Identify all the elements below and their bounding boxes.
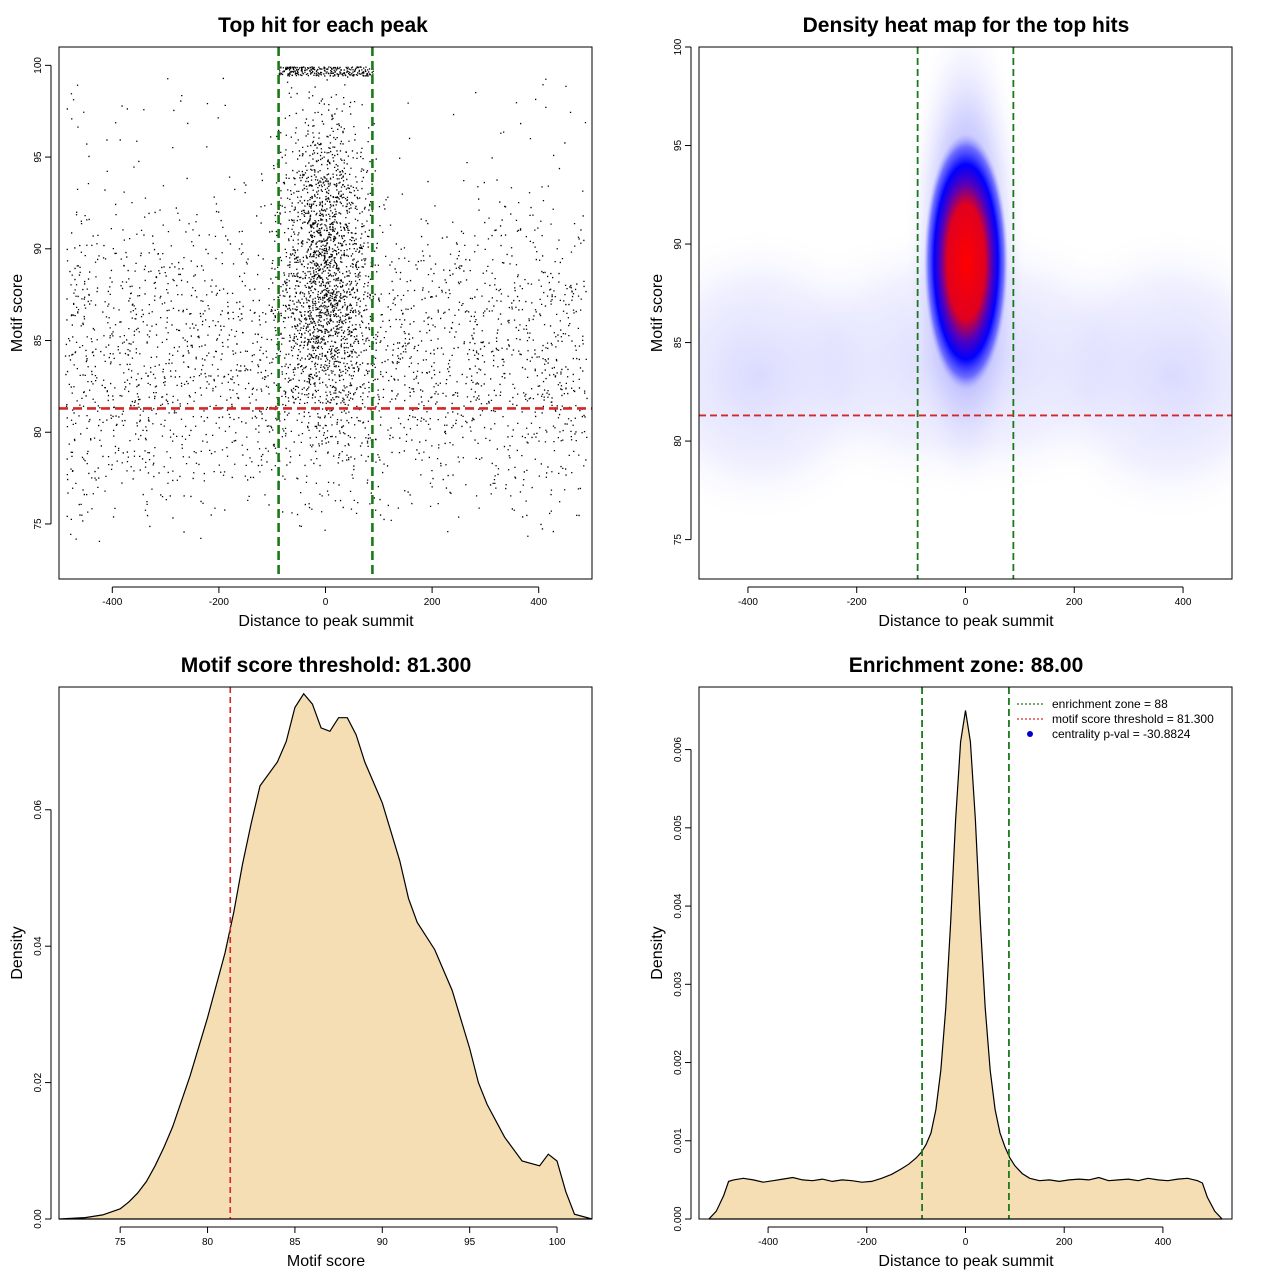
score-density-x-tick-label: 100 <box>549 1237 566 1248</box>
distance-density-y-tick-label: 0.006 <box>673 737 684 762</box>
heatmap-y-tick-label: 85 <box>673 337 684 349</box>
heatmap-y-tick-label: 90 <box>673 238 684 250</box>
scatter-x-tick-label: 0 <box>323 597 329 608</box>
scatter-y-tick-label: 90 <box>33 243 44 255</box>
distance-density-y-tick-label: 0.001 <box>673 1128 684 1153</box>
score-density-y-tick-label: 0.02 <box>33 1072 44 1092</box>
scatter-y-tick-label: 75 <box>33 518 44 530</box>
scatter-y-tick-label: 85 <box>33 335 44 347</box>
heatmap-field <box>699 47 1232 579</box>
score-density-x-tick-label: 80 <box>202 1237 214 1248</box>
heatmap-reference-lines <box>699 47 1232 579</box>
heatmap-x-label: Distance to peak summit <box>878 613 1054 630</box>
heatmap-y-tick-label: 80 <box>673 435 684 447</box>
distance-density-x-tick-label: 0 <box>963 1237 969 1248</box>
heatmap-x-tick-label: -200 <box>847 597 867 608</box>
distance-density-x-tick-label: 200 <box>1056 1237 1073 1248</box>
scatter-y-label: Motif score <box>9 274 26 352</box>
heatmap-axes: -400 -200 0 200 400 75 80 85 90 95 100 <box>673 38 1192 608</box>
scatter-axes: -400 -200 0 200 400 75 80 85 90 95 100 <box>33 57 547 608</box>
legend-zone-text: enrichment zone = 88 <box>1052 697 1168 711</box>
panel-heatmap: Density heat map for the top hits <box>649 14 1233 630</box>
legend-centrality-text: centrality p-val = -30.8824 <box>1052 727 1191 741</box>
scatter-y-tick-label: 95 <box>33 151 44 163</box>
heatmap-x-tick-label: 0 <box>963 597 969 608</box>
distance-density-reference-lines <box>921 687 1010 1219</box>
heatmap-plot-frame <box>698 46 1233 580</box>
distance-density-y-tick-label: 0.003 <box>673 971 684 996</box>
score-density-y-tick-label: 0.00 <box>33 1209 44 1229</box>
scatter-plot-frame <box>58 46 593 580</box>
heatmap-y-tick-label: 75 <box>673 534 684 546</box>
scatter-x-tick-label: 200 <box>424 597 441 608</box>
distance-density-axes: -400 -200 0 200 400 0.000 0.001 0.002 0.003 0.004… <box>673 737 1172 1248</box>
heatmap-x-tick-label: -400 <box>738 597 758 608</box>
score-density-area <box>58 692 593 1220</box>
scatter-x-tick-label: -400 <box>102 597 122 608</box>
score-density-plot-frame <box>58 686 593 1220</box>
distance-density-y-tick-label: 0.000 <box>673 1206 684 1231</box>
panel-score-density: Motif score threshold: 81.300 75 80 85 90 95… <box>9 654 593 1270</box>
scatter-x-label: Distance to peak summit <box>238 613 414 630</box>
panel-scatter: Top hit for each peak -400 -200 0 200 400 75 8… <box>9 14 593 630</box>
heatmap-y-tick-label: 95 <box>673 140 684 152</box>
panel-distance-density: Enrichment zone: 88.00 -400 -200 0 200 400 0.… <box>649 654 1233 1270</box>
distance-density-x-tick-label: -400 <box>758 1237 778 1248</box>
scatter-y-tick-label: 100 <box>33 57 44 74</box>
score-density-x-tick-label: 90 <box>377 1237 389 1248</box>
legend-threshold-text: motif score threshold = 81.300 <box>1052 712 1214 726</box>
score-density-x-label: Motif score <box>287 1253 365 1270</box>
scatter-point-cloud <box>64 66 588 543</box>
score-density-title: Motif score threshold: 81.300 <box>181 654 472 677</box>
score-density-x-tick-label: 75 <box>115 1237 127 1248</box>
heatmap-y-tick-label: 100 <box>673 38 684 55</box>
score-density-y-tick-label: 0.06 <box>33 800 44 820</box>
distance-density-area <box>708 710 1223 1220</box>
scatter-points <box>64 66 588 543</box>
distance-density-x-label: Distance to peak summit <box>878 1253 1054 1270</box>
distance-density-x-tick-label: -200 <box>857 1237 877 1248</box>
heatmap-hot-core <box>924 134 1008 390</box>
score-density-axes: 75 80 85 90 95 100 0.00 0.02 0.04 0.06 <box>33 800 566 1248</box>
heatmap-x-tick-label: 200 <box>1066 597 1083 608</box>
legend-centrality-marker <box>1027 731 1033 737</box>
score-density-x-tick-label: 95 <box>464 1237 476 1248</box>
score-density-x-tick-label: 85 <box>289 1237 301 1248</box>
distance-density-y-label: Density <box>649 926 666 979</box>
distance-density-y-tick-label: 0.005 <box>673 815 684 840</box>
distance-density-x-tick-label: 400 <box>1155 1237 1172 1248</box>
heatmap-title: Density heat map for the top hits <box>803 14 1130 37</box>
heatmap-x-tick-label: 400 <box>1175 597 1192 608</box>
distance-density-legend: enrichment zone = 88 motif score thresho… <box>1017 697 1214 741</box>
heatmap-y-label: Motif score <box>649 274 666 352</box>
score-density-y-tick-label: 0.04 <box>33 936 44 956</box>
distance-density-y-tick-label: 0.002 <box>673 1050 684 1075</box>
scatter-y-tick-label: 80 <box>33 426 44 438</box>
scatter-title: Top hit for each peak <box>218 14 428 37</box>
scatter-reference-lines <box>59 47 592 579</box>
distance-density-y-tick-label: 0.004 <box>673 893 684 918</box>
score-density-y-label: Density <box>9 926 26 979</box>
distance-density-plot-frame <box>698 686 1233 1220</box>
scatter-x-tick-label: -200 <box>209 597 229 608</box>
distance-density-title: Enrichment zone: 88.00 <box>849 654 1084 677</box>
scatter-x-tick-label: 400 <box>530 597 547 608</box>
